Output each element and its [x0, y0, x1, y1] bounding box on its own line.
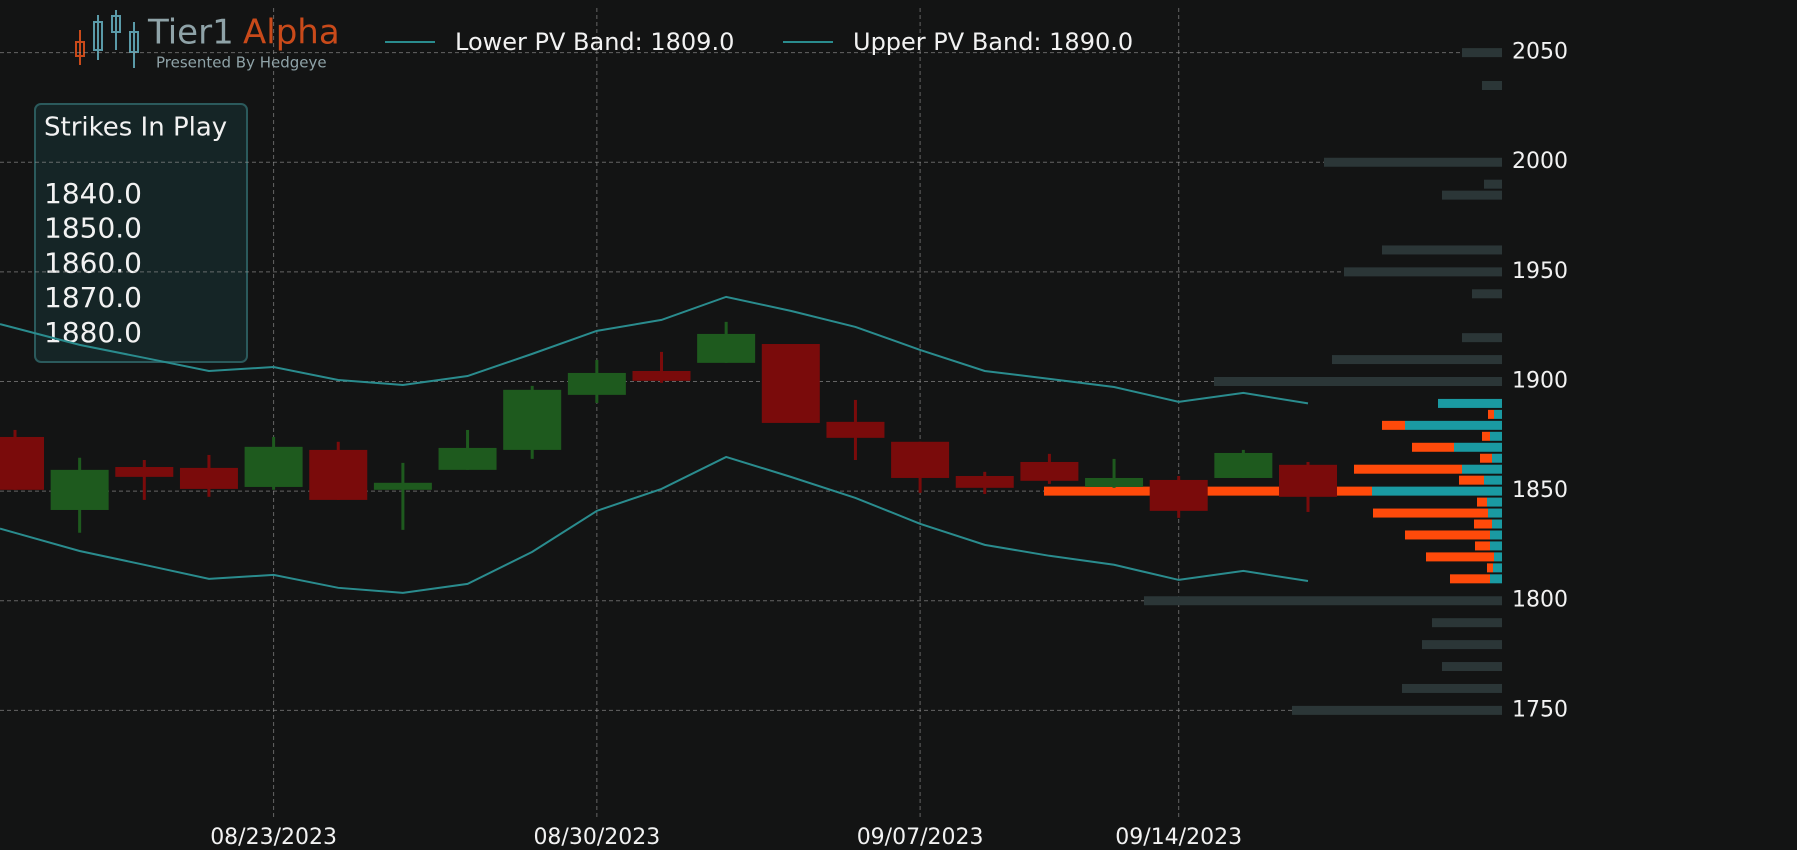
- x-tick-label: 08/23/2023: [210, 825, 337, 850]
- candle-body: [632, 370, 691, 381]
- profile-gray: [1442, 190, 1502, 200]
- strike-item: 1880.0: [44, 316, 142, 349]
- profile-orange: [1487, 563, 1493, 573]
- profile-orange: [1482, 431, 1490, 441]
- brand-title: Tier1: [147, 13, 234, 53]
- candle-body: [761, 344, 820, 423]
- profile-teal: [1484, 475, 1502, 485]
- profile-gray: [1292, 705, 1502, 715]
- y-tick-label: 1900: [1512, 368, 1568, 393]
- profile-gray: [1332, 355, 1502, 365]
- legend-label: Lower PV Band: 1809.0: [455, 28, 734, 56]
- profile-orange: [1405, 530, 1490, 540]
- profile-gray: [1324, 157, 1502, 167]
- x-tick-label: 09/07/2023: [857, 825, 984, 850]
- profile-teal: [1490, 431, 1502, 441]
- profile-orange: [1382, 420, 1405, 430]
- candle-body: [1279, 464, 1337, 497]
- profile-gray: [1442, 662, 1502, 672]
- profile-teal: [1487, 497, 1502, 507]
- candle-body: [1214, 452, 1273, 478]
- profile-orange: [1450, 574, 1490, 584]
- candle-body: [1085, 477, 1144, 487]
- profile-teal: [1454, 442, 1502, 452]
- candle-body: [567, 372, 626, 395]
- strike-item: 1860.0: [44, 246, 142, 279]
- profile-gray: [1482, 81, 1502, 91]
- profile-gray: [1402, 683, 1502, 693]
- y-tick-label: 1750: [1512, 697, 1568, 722]
- profile-gray: [1382, 245, 1502, 255]
- y-tick-label: 1950: [1512, 259, 1568, 284]
- candle-body: [438, 447, 497, 470]
- profile-teal: [1492, 519, 1502, 529]
- strike-item: 1840.0: [44, 177, 142, 210]
- profile-orange: [1459, 475, 1484, 485]
- candle-body: [0, 436, 44, 490]
- candle-body: [891, 441, 950, 478]
- profile-orange: [1373, 508, 1488, 518]
- profile-gray: [1484, 179, 1502, 189]
- profile-gray: [1422, 640, 1502, 650]
- profile-gray: [1462, 333, 1502, 343]
- profile-teal: [1490, 541, 1502, 551]
- profile-teal: [1488, 508, 1502, 518]
- profile-orange: [1354, 464, 1462, 474]
- profile-orange: [1480, 453, 1492, 463]
- profile-orange: [1426, 552, 1494, 562]
- brand-title: Alpha: [243, 13, 340, 53]
- profile-teal: [1494, 552, 1502, 562]
- profile-orange: [1044, 486, 1372, 496]
- candle-body: [179, 467, 238, 489]
- y-tick-label: 1850: [1512, 478, 1568, 503]
- candle-body: [309, 449, 368, 500]
- logo: [75, 10, 139, 68]
- profile-orange: [1475, 541, 1490, 551]
- strikes-box: [34, 103, 248, 363]
- profile-teal: [1490, 530, 1502, 540]
- candle-body: [1149, 479, 1208, 511]
- profile-teal: [1494, 409, 1502, 419]
- y-tick-label: 2000: [1512, 149, 1568, 174]
- candle-body: [115, 467, 174, 477]
- candle-body: [503, 389, 562, 450]
- profile-teal: [1405, 420, 1502, 430]
- profile-orange: [1474, 519, 1492, 529]
- profile-teal: [1492, 453, 1502, 463]
- profile-orange: [1477, 497, 1487, 507]
- candle-body: [50, 469, 109, 510]
- profile-gray: [1462, 48, 1502, 58]
- profile-teal: [1372, 486, 1502, 496]
- brand-subtitle: Presented By Hedgeye: [156, 54, 327, 72]
- strikes-title: Strikes In Play: [44, 113, 227, 143]
- profile-gray: [1432, 618, 1502, 628]
- band-line: [0, 295, 1309, 405]
- profile-gray: [1144, 596, 1502, 606]
- candle-body: [826, 421, 885, 438]
- strike-item: 1850.0: [44, 212, 142, 245]
- profile-gray: [1472, 289, 1502, 299]
- candle-body: [244, 446, 303, 487]
- y-tick-label: 2050: [1512, 40, 1568, 65]
- profile-gray: [1344, 267, 1502, 277]
- band-line: [0, 455, 1309, 594]
- candle-body: [1020, 461, 1079, 481]
- y-tick-label: 1800: [1512, 588, 1568, 613]
- candle-body: [955, 475, 1014, 488]
- profile-teal: [1493, 563, 1502, 573]
- profile-teal: [1490, 574, 1502, 584]
- x-tick-label: 09/14/2023: [1115, 825, 1242, 850]
- profile-teal: [1462, 464, 1502, 474]
- x-tick-label: 08/30/2023: [533, 825, 660, 850]
- profile-orange: [1488, 409, 1494, 419]
- legend-label: Upper PV Band: 1890.0: [853, 28, 1133, 56]
- profile-teal: [1438, 398, 1502, 408]
- candle-body: [697, 333, 756, 363]
- strike-item: 1870.0: [44, 281, 142, 314]
- candle-body: [373, 482, 432, 490]
- profile-orange: [1412, 442, 1454, 452]
- profile-gray: [1214, 376, 1502, 386]
